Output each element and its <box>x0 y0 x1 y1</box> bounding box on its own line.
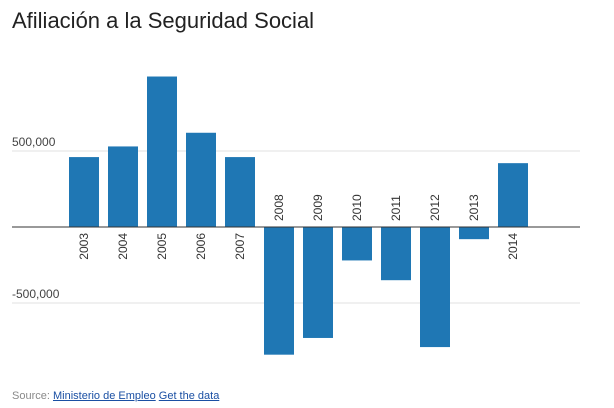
x-tick-label: 2003 <box>77 233 91 260</box>
bar-2011 <box>381 227 411 281</box>
x-tick-label: 2008 <box>272 194 286 221</box>
source-link[interactable]: Ministerio de Empleo <box>52 390 156 402</box>
get-data-link[interactable]: Get the data <box>158 390 220 402</box>
bar-2010 <box>342 227 372 261</box>
x-tick-label: 2005 <box>155 233 169 260</box>
chart-title: Afiliación a la Seguridad Social <box>12 8 315 33</box>
x-tick-label: 2006 <box>194 233 208 260</box>
x-tick-label: 2009 <box>311 194 325 221</box>
bar-2008 <box>264 227 294 355</box>
bar-2013 <box>459 227 489 240</box>
x-tick-label: 2011 <box>389 195 403 221</box>
bar-2012 <box>420 227 450 348</box>
x-tick-label: 2013 <box>467 194 481 221</box>
x-tick-label: 2014 <box>506 233 520 260</box>
chart-footer: Source: Ministerio de Empleo Get the dat… <box>12 390 219 402</box>
bar-2003 <box>69 157 99 227</box>
bar-2004 <box>108 146 138 227</box>
x-tick-label: 2007 <box>233 233 247 260</box>
bar-2007 <box>225 157 255 227</box>
y-tick-label: 500,000 <box>12 135 56 149</box>
bar-chart: 500,000 -500,000 2003 2004 2005 2006 2007 2008 2… <box>12 76 580 355</box>
bar-2014 <box>498 163 528 227</box>
bar-2006 <box>186 132 216 227</box>
x-tick-label: 2004 <box>116 233 130 260</box>
bar-2005 <box>147 76 177 228</box>
bar-2009 <box>303 227 333 338</box>
source-label: Source: <box>12 390 50 402</box>
x-tick-label: 2012 <box>428 194 442 221</box>
x-tick-label: 2010 <box>350 194 364 221</box>
y-tick-label: -500,000 <box>12 287 60 301</box>
